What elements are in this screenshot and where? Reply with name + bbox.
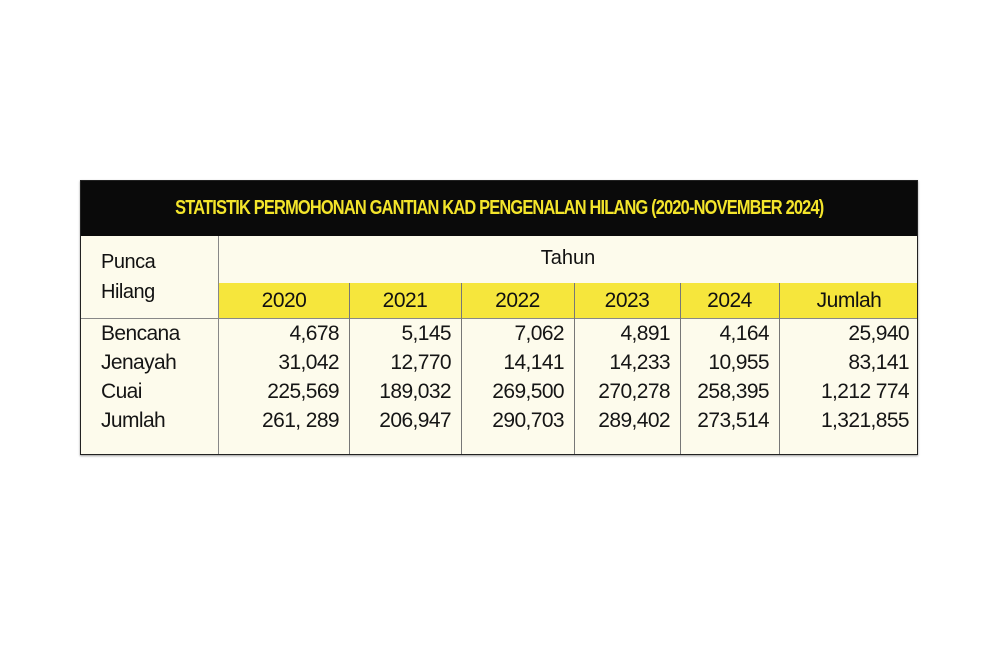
statistics-table: STATISTIK PERMOHONAN GANTIAN KAD PENGENA… xyxy=(80,180,918,455)
column-header: 2021 xyxy=(382,289,428,312)
row-label: Jumlah xyxy=(101,409,166,432)
row-header-line-1: Punca xyxy=(101,251,156,273)
column-group-header: Tahun xyxy=(540,247,596,269)
table-cell: 206,947 xyxy=(379,409,451,432)
column-divider xyxy=(218,236,219,454)
table-title-text: STATISTIK PERMOHONAN GANTIAN KAD PENGENA… xyxy=(174,197,824,219)
table-cell: 289,402 xyxy=(598,409,670,432)
row-label: Bencana xyxy=(101,322,180,345)
table-row: Jenayah 31,042 12,770 14,141 14,233 10,955 83,… xyxy=(81,348,917,377)
table-cell: 1,321,855 xyxy=(820,409,910,432)
column-header: 2022 xyxy=(495,289,540,312)
table-row: Bencana 4,678 5,145 7,062 4,891 4,164 25,940 xyxy=(81,319,917,348)
table-title: STATISTIK PERMOHONAN GANTIAN KAD PENGENA… xyxy=(81,181,917,236)
table-row: Cuai 225,569 189,032 269,500 270,278 258,395 1… xyxy=(81,377,917,406)
column-divider xyxy=(779,283,780,454)
column-divider xyxy=(461,283,462,454)
table-row: Jumlah 261, 289 206,947 290,703 289,402 273,5… xyxy=(81,406,917,435)
table-cell: 4,891 xyxy=(620,322,670,345)
column-header: 2024 xyxy=(707,289,752,312)
table-cell: 270,278 xyxy=(598,380,670,403)
table-cell: 225,569 xyxy=(267,380,339,403)
table-cell: 261, 289 xyxy=(262,409,340,432)
table-cell: 14,141 xyxy=(503,351,564,374)
row-label: Jenayah xyxy=(101,351,177,374)
table-cell: 10,955 xyxy=(708,351,769,374)
row-header-line-2: Hilang xyxy=(101,281,155,303)
column-header: 2023 xyxy=(604,289,650,312)
column-divider xyxy=(680,283,681,454)
table-cell: 290,703 xyxy=(492,409,564,432)
table-cell: 269,500 xyxy=(492,380,564,403)
table-cell: 31,042 xyxy=(278,351,339,374)
year-header-band xyxy=(219,283,917,319)
column-divider xyxy=(349,283,350,454)
table-cell: 83,141 xyxy=(848,351,909,374)
table-cell: 189,032 xyxy=(379,380,451,403)
table-cell: 5,145 xyxy=(401,322,451,345)
table-cell: 14,233 xyxy=(609,351,670,374)
column-header: Jumlah xyxy=(816,289,882,312)
table-cell: 4,164 xyxy=(719,322,769,345)
table-cell: 25,940 xyxy=(848,322,909,345)
table-cell: 273,514 xyxy=(697,409,769,432)
column-header: 2020 xyxy=(261,289,307,312)
table-cell: 12,770 xyxy=(390,351,451,374)
row-label: Cuai xyxy=(101,380,142,403)
header-divider xyxy=(81,318,219,319)
table-cell: 258,395 xyxy=(697,380,769,403)
column-divider xyxy=(574,283,575,454)
table-cell: 1,212 774 xyxy=(820,380,910,403)
row-header: Punca Hilang xyxy=(101,247,156,307)
table-cell: 7,062 xyxy=(514,322,564,345)
table-cell: 4,678 xyxy=(289,322,339,345)
